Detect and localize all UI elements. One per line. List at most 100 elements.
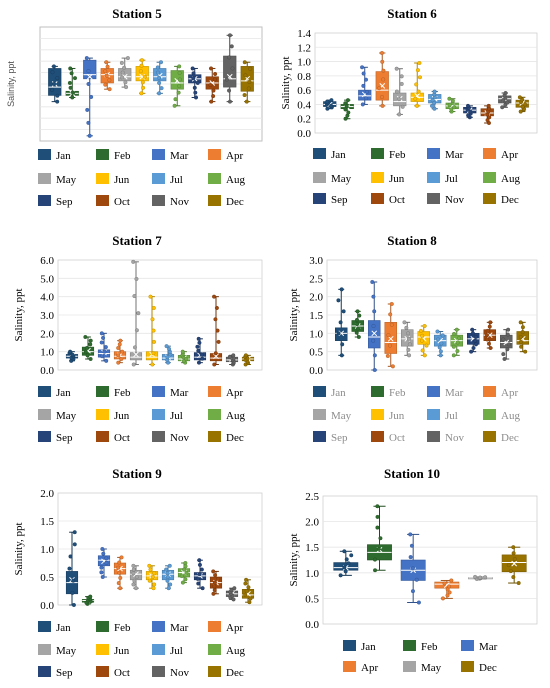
data-point <box>173 97 178 102</box>
legend-item-jun: Jun <box>371 172 405 185</box>
data-point <box>413 96 418 101</box>
data-point <box>440 596 445 601</box>
legend-label: Feb <box>389 149 406 161</box>
data-point <box>474 342 479 347</box>
legend-label: May <box>56 174 77 186</box>
chart-station-6: Station 6 0.0 0.2 0.4 0.6 0.8 1.0 1.2 1.4 Salinit… <box>275 0 550 228</box>
data-point <box>402 320 407 325</box>
data-point <box>345 98 350 103</box>
mean-marker <box>511 560 518 567</box>
legend-swatch <box>427 193 440 204</box>
data-point <box>166 586 171 591</box>
box-may <box>401 320 414 358</box>
data-point <box>152 339 157 344</box>
data-point <box>125 56 130 61</box>
data-point <box>227 55 232 60</box>
chart-title: Station 5 <box>112 6 162 21</box>
legend-swatch <box>38 431 51 442</box>
data-point <box>248 596 253 601</box>
box-apr <box>113 338 127 365</box>
legend-item-feb: Feb <box>403 640 438 653</box>
data-point <box>388 312 393 317</box>
data-point <box>134 574 139 579</box>
data-point <box>193 90 198 95</box>
legend-label: Sep <box>56 432 73 444</box>
data-point <box>67 566 72 571</box>
legend-label: Mar <box>445 149 464 161</box>
legend-item-jul: Jul <box>427 172 458 185</box>
y-tick-label: 1.0 <box>40 347 54 359</box>
data-point <box>107 87 112 92</box>
legend-item-jan: Jan <box>313 386 346 399</box>
data-point <box>520 330 525 335</box>
box-iqr <box>83 59 97 80</box>
y-tick-label: 2.0 <box>40 328 54 340</box>
data-point <box>416 600 421 605</box>
box-iqr <box>500 334 513 349</box>
data-point <box>505 347 510 352</box>
data-point <box>380 95 385 100</box>
data-point <box>244 577 249 582</box>
legend-item-jul: Jul <box>427 409 458 422</box>
y-tick-label: 0.0 <box>297 128 311 140</box>
data-point <box>211 569 216 574</box>
data-point <box>213 351 218 356</box>
legend-item-nov: Nov <box>427 193 464 206</box>
legend-label: May <box>56 645 77 657</box>
legend-label: Dec <box>226 667 244 679</box>
data-point <box>438 353 443 358</box>
data-point <box>134 328 139 333</box>
data-point <box>103 345 108 350</box>
data-point <box>88 338 93 343</box>
data-point <box>505 332 510 337</box>
data-point <box>172 103 177 108</box>
data-point <box>132 578 137 583</box>
data-point <box>67 80 72 85</box>
data-point <box>157 75 162 80</box>
y-tick-label: 6.0 <box>40 255 54 267</box>
data-point <box>523 102 528 107</box>
legend-swatch <box>96 149 109 160</box>
legend-label: Oct <box>389 432 405 444</box>
legend-item-aug: Aug <box>483 409 520 422</box>
legend-label: Oct <box>114 667 130 679</box>
data-point <box>142 74 147 79</box>
legend-label: Mar <box>170 387 189 399</box>
data-point <box>197 340 202 345</box>
data-point <box>216 339 221 344</box>
chart-svg: Station 5 Salinity, ppt Jan Feb Mar Apr May Jun… <box>6 6 263 208</box>
data-point <box>435 329 440 334</box>
box-dec <box>241 577 255 605</box>
data-point <box>344 557 349 562</box>
data-point <box>445 593 450 598</box>
y-tick-label: 2.0 <box>40 488 54 500</box>
data-point <box>452 105 457 110</box>
legend-swatch <box>313 193 326 204</box>
data-point <box>212 580 217 585</box>
legend-item-may: May <box>38 644 77 657</box>
data-point <box>199 352 204 357</box>
chart-title: Station 8 <box>387 233 437 248</box>
chart-svg: Station 10 0.0 0.5 1.0 1.5 2.0 2.5 Salinity, pp… <box>288 466 538 674</box>
legend-item-sep: Sep <box>38 666 73 679</box>
data-point <box>410 589 415 594</box>
legend-label: Oct <box>114 196 130 208</box>
legend-label: Jul <box>170 410 183 422</box>
data-point <box>390 364 395 369</box>
data-point <box>232 586 237 591</box>
data-point <box>506 327 511 332</box>
data-point <box>151 305 156 310</box>
legend-item-apr: Apr <box>208 149 243 162</box>
legend-label: Mar <box>170 150 189 162</box>
y-axis-label: Salinity, ppt <box>6 61 16 107</box>
data-point <box>450 98 455 103</box>
legend-item-jan: Jan <box>38 621 71 634</box>
legend-swatch <box>427 172 440 183</box>
legend-label: Jan <box>56 150 71 162</box>
legend-label: Aug <box>226 645 245 657</box>
data-point <box>375 504 380 509</box>
y-axis-label: Salinity, ppt <box>288 288 300 341</box>
data-point <box>152 571 157 576</box>
box-may <box>393 66 407 117</box>
data-point <box>346 561 351 566</box>
